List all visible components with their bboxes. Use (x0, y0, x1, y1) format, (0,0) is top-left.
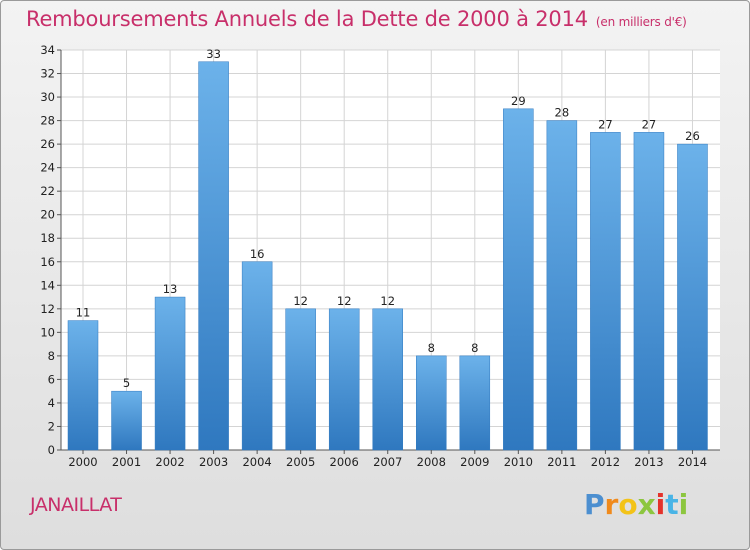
y-tick-label: 32 (40, 67, 55, 81)
bar-2001 (111, 390, 142, 451)
y-tick-label: 6 (48, 372, 55, 386)
chart-title: Remboursements Annuels de la Dette de 20… (26, 7, 687, 31)
y-tick-label: 28 (40, 114, 55, 128)
x-tick-label: 2013 (634, 455, 663, 469)
x-tick-label: 2004 (242, 455, 271, 469)
logo-letter: i (678, 488, 689, 521)
x-tick-label: 2006 (330, 455, 359, 469)
bar-value-label: 27 (642, 117, 657, 131)
y-tick-label: 12 (40, 302, 55, 316)
bar-2006 (328, 308, 360, 451)
y-tick-label: 18 (40, 231, 55, 245)
bar-value-label: 33 (206, 47, 221, 61)
bar-value-label: 28 (555, 106, 570, 120)
bar-2007 (372, 308, 403, 451)
x-tick-label: 2005 (286, 455, 315, 469)
logo-letter: P (584, 488, 605, 521)
bar-2012 (590, 132, 621, 451)
x-tick-label: 2000 (68, 455, 97, 469)
proxiti-logo: Proxiti (584, 488, 688, 521)
y-tick-label: 16 (40, 255, 55, 269)
bar-value-label: 11 (76, 306, 91, 320)
bar-2002 (154, 296, 186, 451)
bar-2010 (503, 108, 534, 451)
bar-2014 (677, 143, 708, 451)
y-tick-label: 24 (40, 161, 55, 175)
bar-value-label: 8 (471, 341, 478, 355)
logo-letter: i (655, 488, 666, 521)
bar-value-label: 13 (163, 282, 178, 296)
y-tick-label: 0 (48, 443, 55, 457)
bar-2005 (285, 308, 316, 451)
x-tick-label: 2002 (155, 455, 184, 469)
commune-name: JANAILLAT (30, 494, 122, 516)
logo-letter: r (604, 488, 619, 521)
bar-value-label: 12 (380, 294, 395, 308)
y-tick-label: 20 (40, 208, 55, 222)
y-tick-label: 30 (40, 90, 55, 104)
bar-value-label: 12 (337, 294, 352, 308)
bar-value-label: 16 (250, 247, 265, 261)
y-tick-label: 14 (40, 278, 55, 292)
chart-unit-note: (en milliers d'€) (595, 15, 687, 29)
bar-2009 (459, 355, 491, 451)
y-tick-label: 22 (40, 184, 55, 198)
bar-2011 (546, 120, 578, 451)
logo-letter: x (637, 488, 656, 521)
bar-2003 (198, 61, 229, 451)
bar-value-label: 27 (598, 117, 613, 131)
x-tick-label: 2008 (417, 455, 446, 469)
y-tick-label: 34 (40, 43, 55, 57)
bar-2008 (416, 355, 447, 451)
y-tick-label: 8 (48, 349, 55, 363)
x-tick-label: 2012 (591, 455, 620, 469)
x-tick-label: 2014 (678, 455, 707, 469)
logo-letter: t (665, 488, 679, 521)
bar-value-label: 5 (123, 376, 130, 390)
bar-value-label: 8 (428, 341, 435, 355)
bar-2004 (241, 261, 273, 451)
y-tick-label: 26 (40, 137, 55, 151)
bar-value-label: 29 (511, 94, 526, 108)
bar-value-label: 12 (293, 294, 308, 308)
x-tick-label: 2003 (199, 455, 228, 469)
x-tick-label: 2001 (112, 455, 141, 469)
logo-letter: o (618, 488, 638, 521)
y-tick-label: 10 (40, 325, 55, 339)
bar-2013 (633, 132, 665, 451)
y-tick-label: 4 (48, 396, 55, 410)
y-tick-label: 2 (48, 419, 55, 433)
x-tick-label: 2009 (460, 455, 489, 469)
bar-value-label: 26 (685, 129, 700, 143)
chart-title-text: Remboursements Annuels de la Dette de 20… (26, 7, 588, 31)
x-tick-label: 2011 (547, 455, 576, 469)
bar-2000 (67, 320, 99, 451)
x-tick-label: 2010 (504, 455, 533, 469)
x-tick-label: 2007 (373, 455, 402, 469)
